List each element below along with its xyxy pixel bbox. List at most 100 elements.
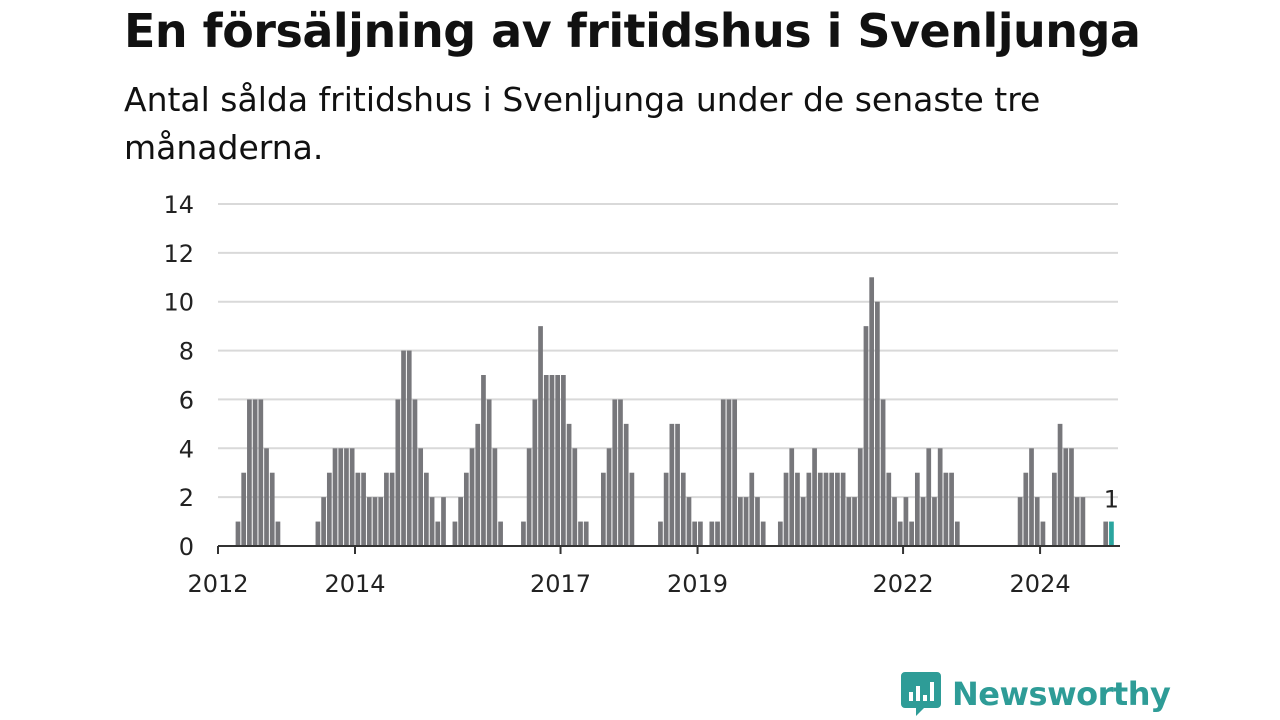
- data-labels: 1: [1104, 486, 1119, 514]
- bar: [235, 521, 241, 546]
- bar: [892, 497, 897, 546]
- bar: [852, 497, 857, 546]
- bar: [812, 448, 817, 546]
- bar: [264, 448, 269, 546]
- bar: [897, 521, 903, 546]
- bar: [543, 375, 549, 546]
- bar: [372, 497, 378, 546]
- bar: [875, 301, 880, 546]
- bar: [561, 375, 566, 546]
- bar: [623, 423, 629, 546]
- bar: [600, 472, 606, 546]
- bar: [920, 497, 926, 546]
- bar: [1074, 497, 1080, 546]
- bar: [949, 472, 954, 546]
- bar: [937, 448, 943, 546]
- bar: [258, 399, 264, 546]
- bar: [835, 472, 840, 546]
- data-label: 1: [1104, 486, 1119, 514]
- bar: [321, 497, 326, 546]
- bar: [578, 521, 583, 546]
- bar: [1103, 521, 1109, 546]
- bar: [349, 448, 355, 546]
- bar: [777, 521, 783, 546]
- y-tick-label: 6: [179, 386, 194, 414]
- bar: [1029, 448, 1034, 546]
- bar: [566, 423, 572, 546]
- y-tick-label: 4: [179, 435, 194, 463]
- bar: [715, 521, 720, 546]
- bar: [658, 521, 663, 546]
- bar: [926, 448, 932, 546]
- bar: [795, 472, 800, 546]
- bar: [269, 472, 275, 546]
- bar: [452, 521, 458, 546]
- x-tick-label: 2024: [1010, 570, 1071, 598]
- bar: [692, 521, 698, 546]
- bar: [1063, 448, 1069, 546]
- bar: [698, 521, 703, 546]
- bar: [1069, 448, 1074, 546]
- bar: [886, 472, 892, 546]
- bar: [526, 448, 532, 546]
- bar: [612, 399, 618, 546]
- x-tick-label: 2014: [324, 570, 385, 598]
- bar: [401, 350, 406, 546]
- bar: [914, 472, 920, 546]
- bar: [800, 497, 806, 546]
- bar: [384, 472, 389, 546]
- bar: [583, 521, 589, 546]
- bar-chart: 0 2 4 6 8 10 12 14 1 2012 2014 2017 2019 2022 2024: [163, 191, 1120, 598]
- bar: [344, 448, 349, 546]
- bar: [481, 375, 486, 546]
- x-tick-label: 2012: [187, 570, 248, 598]
- chart-title: En försäljning av fritidshus i Svenljung…: [124, 4, 1141, 58]
- bar: [418, 448, 424, 546]
- bar: [538, 326, 543, 546]
- bar: [1057, 423, 1063, 546]
- newsworthy-logo-icon: [901, 672, 941, 716]
- bar: [395, 399, 401, 546]
- bar: [521, 521, 526, 546]
- bar: [498, 521, 503, 546]
- bar: [1017, 497, 1023, 546]
- bar: [549, 375, 555, 546]
- bar: [846, 497, 852, 546]
- bar: [663, 472, 669, 546]
- bar: [760, 521, 766, 546]
- bar: [247, 399, 252, 546]
- bar: [429, 497, 435, 546]
- y-axis-ticks: 0 2 4 6 8 10 12 14: [163, 191, 194, 561]
- y-tick-label: 2: [179, 484, 194, 512]
- bar: [486, 399, 492, 546]
- bar: [338, 448, 344, 546]
- x-axis-ticks: 2012 2014 2017 2019 2022 2024: [187, 546, 1071, 598]
- bar: [435, 521, 441, 546]
- bar: [1040, 521, 1046, 546]
- x-tick-label: 2017: [530, 570, 591, 598]
- bar: [932, 497, 937, 546]
- bar: [743, 497, 749, 546]
- bar: [629, 472, 635, 546]
- bar: [943, 472, 949, 546]
- bar: [869, 277, 875, 546]
- bar: [361, 472, 366, 546]
- y-tick-label: 10: [163, 289, 194, 317]
- bar: [783, 472, 789, 546]
- bar: [366, 497, 372, 546]
- bar: [749, 472, 755, 546]
- bar: [738, 497, 743, 546]
- bar: [732, 399, 738, 546]
- y-tick-label: 0: [179, 533, 194, 561]
- bar: [252, 399, 258, 546]
- bar: [817, 472, 823, 546]
- bar: [532, 399, 538, 546]
- bar: [829, 472, 835, 546]
- bar: [1051, 472, 1057, 546]
- bar: [555, 375, 561, 546]
- bar: [954, 521, 960, 546]
- newsworthy-logo-text: Newsworthy: [952, 675, 1171, 713]
- bar: [389, 472, 395, 546]
- bar: [909, 521, 914, 546]
- bar: [669, 423, 675, 546]
